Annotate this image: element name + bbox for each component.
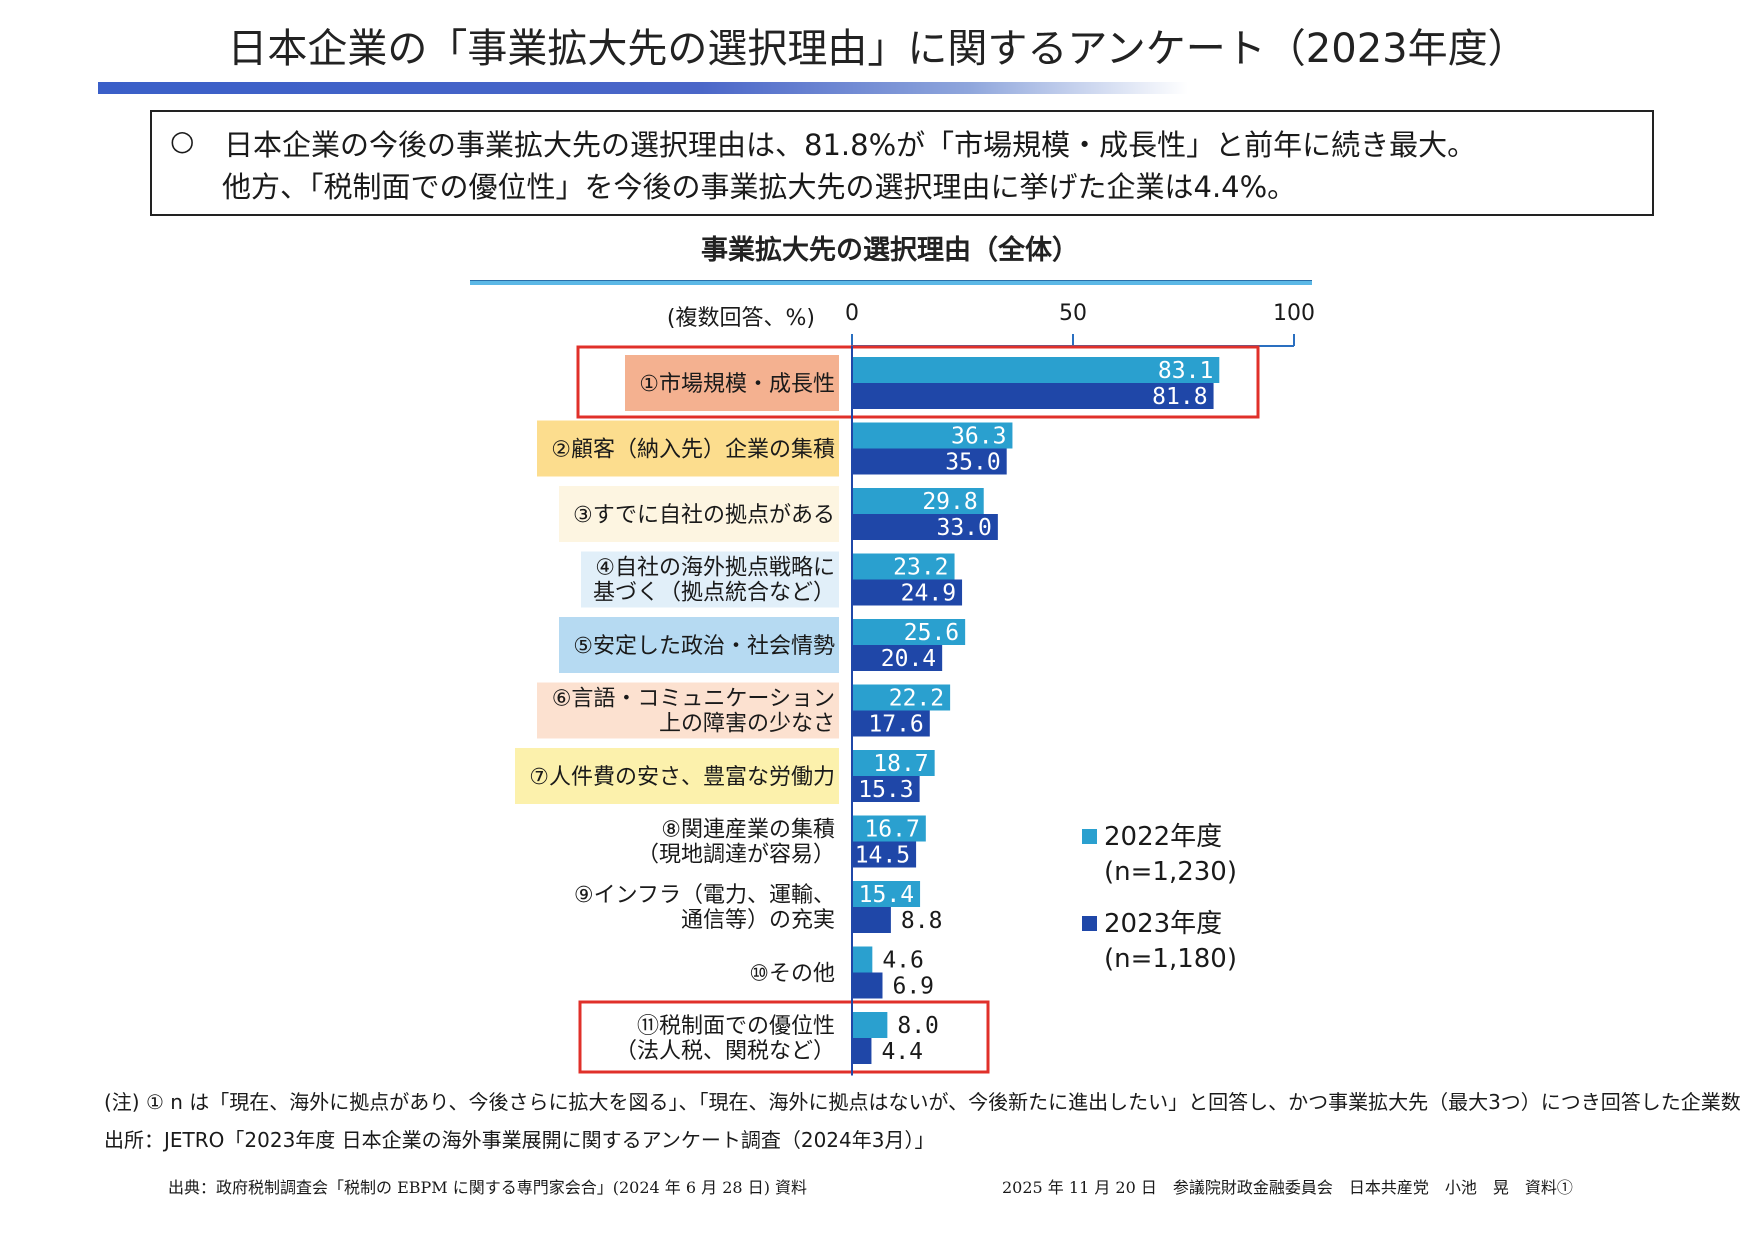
data-label-2023: 35.0 <box>945 450 1000 476</box>
page-title: 日本企業の「事業拡大先の選択理由」に関するアンケート（2023年度） <box>227 26 1528 72</box>
x-tick-label: 0 <box>845 301 859 326</box>
summary-line-2: 他方、「税制面での優位性」を今後の事業拡大先の選択理由に挙げた企業は4.4%。 <box>222 170 1297 204</box>
bar-2022 <box>852 815 926 842</box>
citation: 出典：政府税制調査会「税制の EBPM に関する専門家会合」(2024 年 6 … <box>168 1178 808 1197</box>
legend-sample-size: (n=1,180) <box>1104 944 1237 974</box>
data-label-2023: 81.8 <box>1152 384 1207 410</box>
data-label-2022: 25.6 <box>904 620 959 646</box>
data-label-2023: 15.3 <box>858 777 913 803</box>
category-label: ①市場規模・成長性 <box>639 372 835 397</box>
footnote: (注) ① n は「現在、海外に拠点があり、今後さらに拡大を図る」、「現在、海外… <box>104 1090 1741 1114</box>
document-reference: 2025 年 11 月 20 日 参議院財政金融委員会 日本共産党 小池 晃 資… <box>1002 1178 1573 1197</box>
category-highlight <box>559 617 839 673</box>
category-label: 上の障害の少なさ <box>659 712 835 737</box>
bar-2022 <box>852 1012 888 1038</box>
data-label-2022: 8.0 <box>897 1013 939 1039</box>
bar-2023 <box>852 907 891 933</box>
category-label: ③すでに自社の拠点がある <box>573 503 835 528</box>
legend-label: 2022年度 <box>1104 822 1222 852</box>
bar-chart: (複数回答、%) 0 50 100 ①市場規模・成長性 83.181.8 ②顧客（納入先）企… <box>515 301 1315 1076</box>
category-label: ⑦人件費の安さ、豊富な労働力 <box>529 765 835 790</box>
category-label: 通信等）の充実 <box>681 908 835 933</box>
data-label-2023: 4.4 <box>881 1039 923 1065</box>
bar-2023 <box>852 776 920 802</box>
category-highlight <box>537 420 839 477</box>
data-label-2023: 20.4 <box>881 646 936 672</box>
bar-2023 <box>852 514 998 540</box>
bar-2023 <box>852 841 917 868</box>
bar-2022 <box>852 488 984 514</box>
bar-2022 <box>852 619 966 645</box>
legend-label: 2023年度 <box>1104 909 1222 939</box>
category-highlight <box>581 551 839 608</box>
bar-2023 <box>852 579 963 606</box>
bar-2022 <box>852 750 935 776</box>
bar-2023 <box>852 448 1007 475</box>
summary-line-1: 日本企業の今後の事業拡大先の選択理由は、81.8%が「市場規模・成長性」と前年に… <box>224 128 1477 162</box>
category-label: ⑤安定した政治・社会情勢 <box>573 634 835 659</box>
category-label: （現地調達が容易） <box>637 843 835 868</box>
data-label-2023: 14.5 <box>855 843 910 869</box>
data-label-2022: 22.2 <box>889 686 944 712</box>
data-label-2023: 6.9 <box>892 974 934 1000</box>
bar-2023 <box>852 383 1214 409</box>
category-highlight <box>537 682 839 739</box>
x-tick-label: 50 <box>1059 301 1087 326</box>
category-label: ⑩その他 <box>749 962 835 987</box>
data-label-2022: 18.7 <box>873 751 928 777</box>
category-highlight <box>515 748 839 804</box>
summary-box: ○ 日本企業の今後の事業拡大先の選択理由は、81.8%が「市場規模・成長性」と前… <box>150 110 1654 216</box>
legend-swatch-2023 <box>1082 916 1097 931</box>
source-note: 出所：JETRO「2023年度 日本企業の海外事業展開に関するアンケート調査（2… <box>104 1128 935 1152</box>
data-label-2022: 16.7 <box>864 817 919 843</box>
data-label-2023: 17.6 <box>868 712 923 738</box>
category-label: ⑨インフラ（電力、運輸、 <box>574 883 835 908</box>
bar-2023 <box>852 710 930 737</box>
title-underline-bar <box>98 82 1188 94</box>
data-label-2022: 23.2 <box>893 555 948 581</box>
data-label-2023: 24.9 <box>901 581 956 607</box>
bar-2023 <box>852 645 943 671</box>
bar-2022 <box>852 357 1220 383</box>
chart-title: 事業拡大先の選択理由（全体） <box>701 235 1079 266</box>
data-label-2022: 29.8 <box>922 489 977 515</box>
bar-2022 <box>852 684 951 711</box>
bullet-circle-icon: ○ <box>170 124 195 157</box>
bar-2023 <box>852 1038 872 1064</box>
highlight-box <box>576 345 1260 419</box>
data-label-2022: 36.3 <box>951 424 1006 450</box>
data-label-2022: 4.6 <box>882 948 924 974</box>
highlight-box <box>578 1000 990 1074</box>
bar-2022 <box>852 553 955 580</box>
category-label: ⑪税制面での優位性 <box>637 1014 835 1039</box>
data-label-2023: 8.8 <box>901 908 943 934</box>
category-label: ⑧関連産業の集積 <box>661 818 835 843</box>
bar-2022 <box>852 881 921 907</box>
legend-sample-size: (n=1,230) <box>1104 857 1237 887</box>
chart-title-rule <box>470 280 1312 285</box>
category-label: ②顧客（納入先）企業の集積 <box>551 438 835 463</box>
bar-2022 <box>852 422 1013 449</box>
x-axis-label: (複数回答、%) <box>667 306 815 331</box>
data-label-2022: 83.1 <box>1158 358 1213 384</box>
category-label: （法人税、関税など） <box>615 1039 835 1064</box>
category-highlight <box>559 486 839 542</box>
data-label-2022: 15.4 <box>859 882 914 908</box>
category-label: ④自社の海外拠点戦略に <box>595 556 835 581</box>
bar-2023 <box>852 972 883 999</box>
category-highlight <box>625 355 839 411</box>
category-label: ⑥言語・コミュニケーション <box>552 687 835 712</box>
category-label: 基づく（拠点統合など） <box>593 581 835 606</box>
legend-swatch-2022 <box>1082 829 1097 844</box>
bar-2022 <box>852 946 873 973</box>
x-tick-label: 100 <box>1273 301 1315 326</box>
data-label-2023: 33.0 <box>936 515 991 541</box>
